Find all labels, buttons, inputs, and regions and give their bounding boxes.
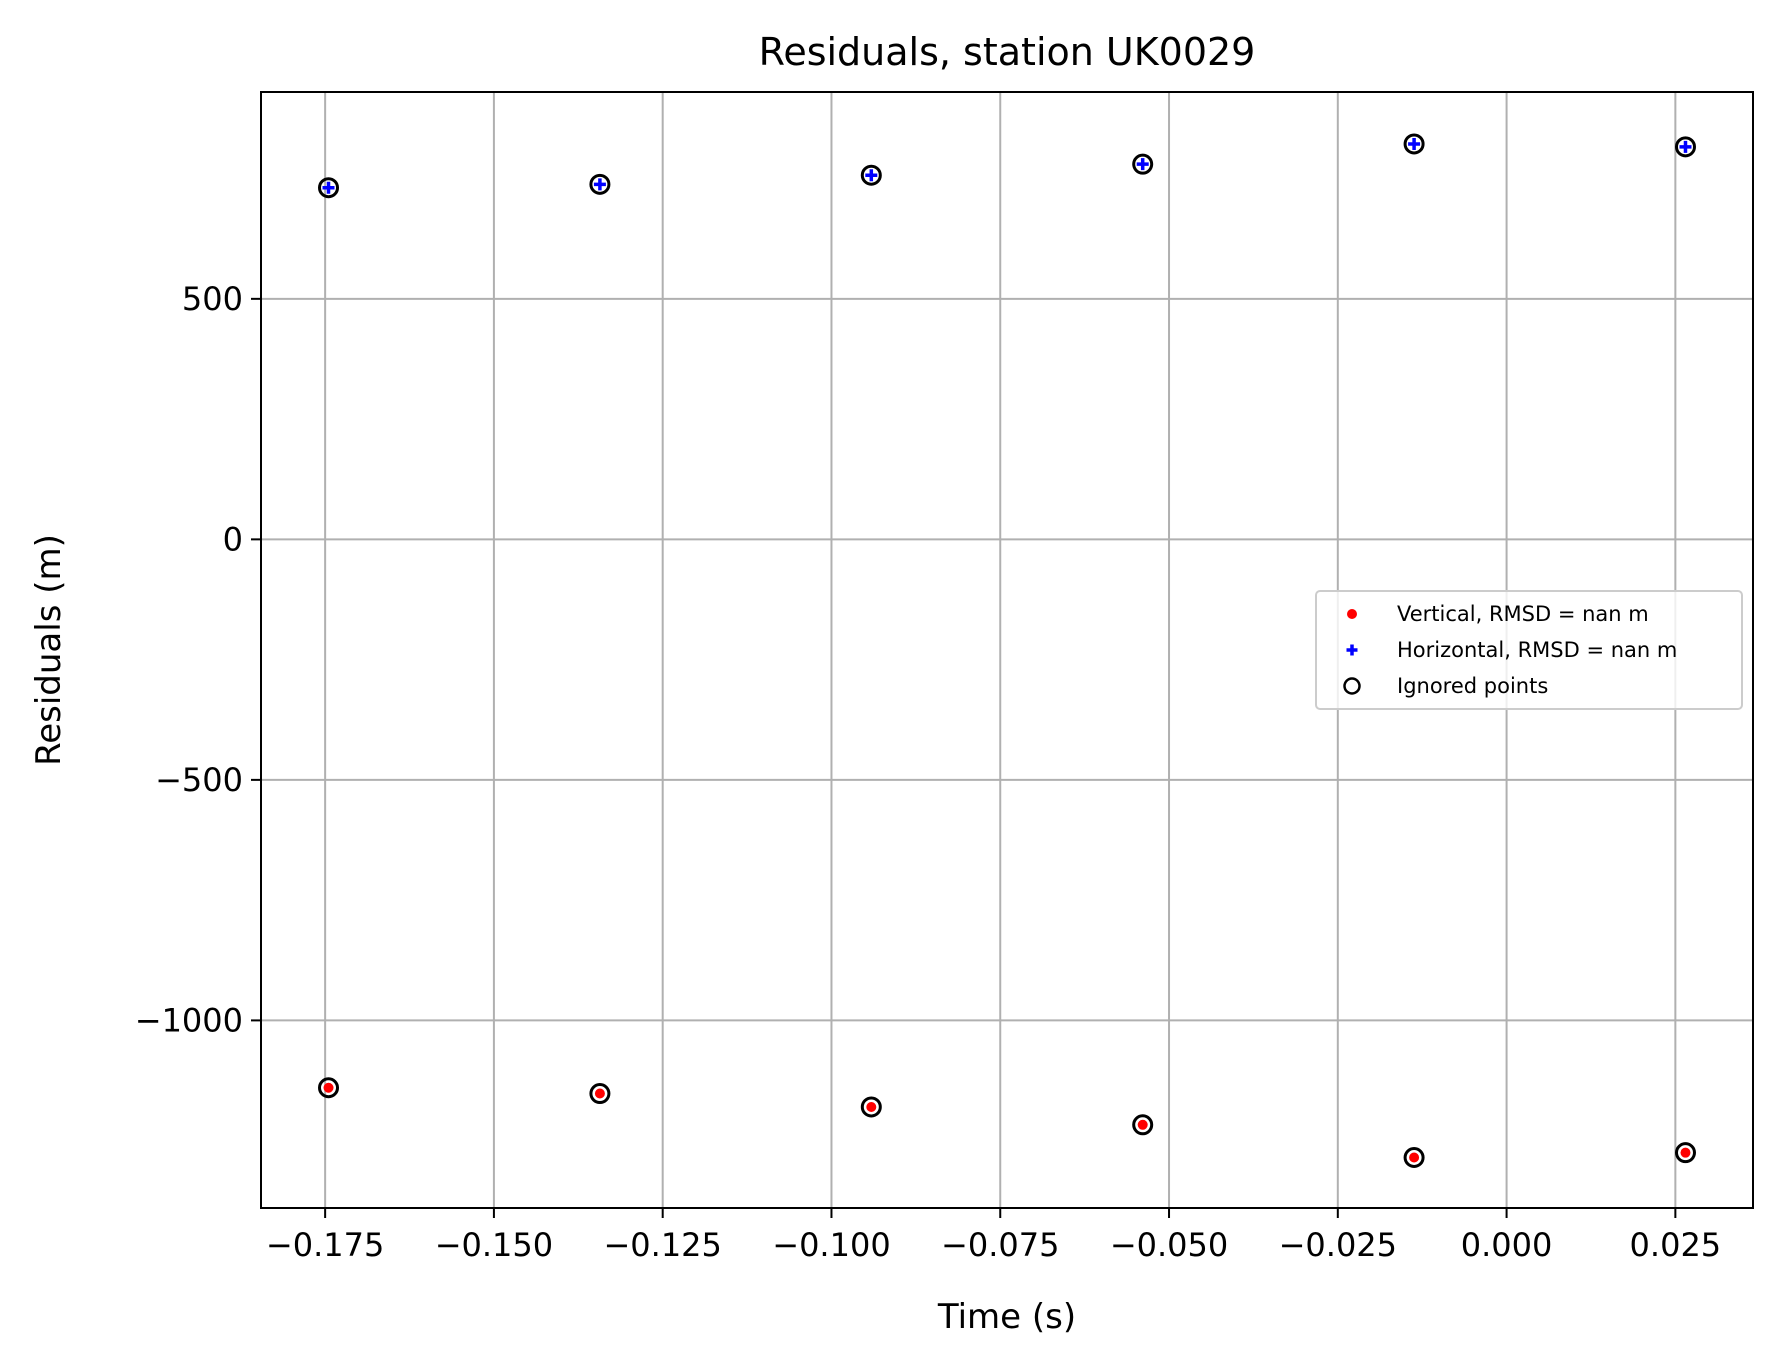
- ignored-point: [318, 177, 340, 199]
- ignored-point: [860, 1096, 882, 1118]
- horizontal-residual-point: [1136, 158, 1149, 171]
- data-markers: [318, 133, 1696, 1168]
- x-tick-label: 0.025: [1630, 1226, 1722, 1264]
- y-axis-label: Residuals (m): [29, 534, 69, 766]
- legend: Vertical, RMSD = nan m Horizontal, RMSD …: [1315, 590, 1743, 710]
- vertical-residual-point: [1409, 1152, 1420, 1163]
- y-tick-label: 0: [223, 520, 243, 558]
- legend-horizontal-label: Horizontal, RMSD = nan m: [1397, 638, 1677, 662]
- legend-ignored-marker: [1343, 677, 1361, 695]
- vertical-residual-point: [866, 1101, 877, 1112]
- ignored-point: [1403, 1146, 1425, 1168]
- y-tick-label: 500: [182, 280, 243, 318]
- ignored-point: [1403, 133, 1425, 155]
- ignored-point: [318, 1077, 340, 1099]
- x-tick-label: −0.150: [435, 1226, 553, 1264]
- ignored-point: [1132, 1114, 1154, 1136]
- x-axis-label: Time (s): [937, 1297, 1076, 1337]
- x-tick-label: −0.025: [1279, 1226, 1397, 1264]
- y-tick-label: −500: [155, 761, 243, 799]
- ignored-point: [860, 164, 882, 186]
- ignored-point: [589, 1083, 611, 1105]
- y-tick-label: −1000: [135, 1001, 243, 1039]
- horizontal-residual-point: [1679, 140, 1692, 153]
- chart-title: Residuals, station UK0029: [759, 30, 1256, 74]
- vertical-residual-point: [323, 1082, 334, 1093]
- horizontal-residual-point: [322, 181, 335, 194]
- ignored-point: [1132, 153, 1154, 175]
- horizontal-residual-point: [865, 169, 878, 182]
- ignored-point: [1674, 1142, 1696, 1164]
- x-tick-label: 0.000: [1461, 1226, 1553, 1264]
- grid-lines: [261, 92, 1753, 1208]
- legend-ignored-label: Ignored points: [1397, 674, 1548, 698]
- legend-vertical-label: Vertical, RMSD = nan m: [1397, 602, 1649, 626]
- horizontal-residual-point: [593, 178, 606, 191]
- ignored-point: [589, 173, 611, 195]
- vertical-residual-point: [594, 1088, 605, 1099]
- vertical-residual-point: [1137, 1119, 1148, 1130]
- x-tick-label: −0.100: [772, 1226, 890, 1264]
- y-axis-ticks: 500 0 −500 −1000: [135, 280, 261, 1039]
- x-tick-label: −0.175: [266, 1226, 384, 1264]
- x-tick-label: −0.125: [603, 1226, 721, 1264]
- vertical-residual-point: [1680, 1147, 1691, 1158]
- horizontal-residual-point: [1408, 137, 1421, 150]
- legend-frame: [1315, 590, 1743, 710]
- legend-vertical-marker: [1347, 609, 1357, 619]
- x-tick-label: −0.050: [1110, 1226, 1228, 1264]
- legend-horizontal-marker: [1346, 644, 1358, 656]
- ignored-point: [1674, 136, 1696, 158]
- x-tick-label: −0.075: [941, 1226, 1059, 1264]
- x-axis-ticks: −0.175 −0.150 −0.125 −0.100 −0.075 −0.050 −0.0…: [266, 1208, 1721, 1264]
- plot-frame: [260, 91, 1754, 1209]
